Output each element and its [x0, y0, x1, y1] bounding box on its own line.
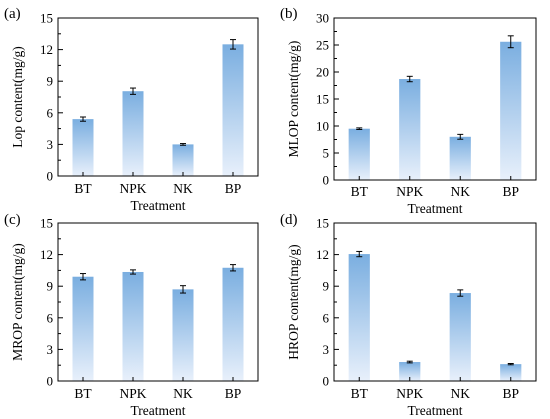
bar-bp — [500, 41, 522, 181]
x-axis-title: Treatment — [408, 403, 463, 418]
y-tick-label: 15 — [316, 92, 329, 107]
x-tick-label: BP — [225, 386, 242, 401]
y-tick-label: 0 — [323, 374, 330, 389]
bar-bt — [348, 128, 370, 180]
x-tick-label: BT — [74, 181, 92, 196]
x-tick-label: BT — [351, 184, 369, 199]
x-tick-label: NK — [451, 184, 471, 199]
x-tick-label: BP — [502, 386, 519, 401]
bar-npk — [122, 271, 144, 381]
bar-bp — [500, 364, 522, 381]
y-tick-label: 5 — [323, 146, 330, 161]
x-tick-label: BT — [351, 386, 369, 401]
x-tick-label: BT — [74, 386, 92, 401]
y-tick-label: 15 — [40, 216, 53, 231]
bar-nk — [172, 144, 194, 176]
bar-bt — [72, 119, 94, 176]
bar-bp — [222, 267, 244, 381]
y-axis-title: MROP content(mg/g) — [10, 243, 25, 361]
bar-nk — [172, 289, 194, 381]
y-tick-label: 12 — [316, 247, 329, 262]
error-bar-nk — [457, 289, 464, 297]
y-axis-title: MLOP content(mg/g) — [286, 41, 301, 158]
bar-nk — [449, 293, 471, 381]
error-bar-bp — [230, 264, 236, 272]
bar-npk — [399, 362, 421, 381]
panel-1: BT NPK NK BP 0 3 6 9 12 15 Lop content(mg/g) Treatm… — [4, 6, 259, 213]
x-axis-title: Treatment — [408, 201, 463, 216]
y-tick-label: 9 — [47, 74, 54, 89]
y-axis-title: Lop content(mg/g) — [10, 46, 25, 148]
y-tick-label: 6 — [323, 310, 330, 325]
error-bar-npk — [406, 75, 413, 83]
y-tick-label: 12 — [40, 247, 53, 262]
y-tick-label: 15 — [40, 11, 53, 26]
x-tick-label: BP — [225, 181, 242, 196]
panel-label: (d) — [280, 212, 298, 228]
x-tick-label: NK — [451, 386, 471, 401]
x-tick-label: NPK — [119, 386, 146, 401]
x-axis-title: Treatment — [131, 198, 186, 213]
y-tick-label: 3 — [47, 342, 54, 357]
y-tick-label: 3 — [47, 137, 54, 152]
y-tick-label: 0 — [47, 169, 54, 184]
panel-2: BT NPK NK BP 0 5 10 15 20 25 30 MLOP content(mg/g) T… — [280, 6, 537, 216]
x-tick-label: NK — [173, 181, 193, 196]
bar-bp — [222, 44, 244, 177]
error-bar-bp — [507, 363, 514, 366]
error-bar-npk — [130, 269, 136, 275]
error-bar-bt — [80, 273, 86, 281]
error-bar-npk — [130, 87, 136, 95]
x-tick-label: NPK — [396, 386, 423, 401]
panel-3: BT NPK NK BP 0 3 6 9 12 15 MROP content(mg/g) Treat… — [4, 212, 259, 418]
y-tick-label: 3 — [323, 342, 330, 357]
bar-nk — [449, 136, 471, 180]
y-tick-label: 15 — [316, 216, 329, 231]
y-tick-label: 10 — [316, 119, 329, 134]
panel-4: BT NPK NK BP 0 3 6 9 12 15 HROP content(mg/g) Treat… — [280, 212, 537, 418]
x-tick-label: BP — [502, 184, 519, 199]
bar-npk — [122, 91, 144, 176]
x-tick-label: NPK — [396, 184, 423, 199]
error-bar-npk — [406, 360, 413, 364]
panel-label: (a) — [4, 6, 21, 22]
error-bar-bt — [80, 116, 86, 122]
bar-bt — [348, 254, 370, 381]
y-tick-label: 9 — [323, 279, 330, 294]
y-axis-title: HROP content(mg/g) — [286, 244, 301, 359]
error-bar-nk — [180, 143, 186, 146]
error-bar-bp — [230, 39, 236, 50]
y-tick-label: 20 — [316, 65, 329, 80]
error-bar-bt — [356, 127, 363, 131]
y-tick-label: 25 — [316, 38, 329, 53]
y-tick-label: 6 — [47, 105, 54, 120]
y-tick-label: 9 — [47, 279, 54, 294]
error-bar-bt — [356, 250, 363, 258]
y-tick-label: 30 — [316, 11, 329, 26]
panel-label: (c) — [4, 212, 21, 228]
error-bar-nk — [457, 133, 464, 140]
error-bar-nk — [180, 285, 186, 294]
y-tick-label: 6 — [47, 310, 54, 325]
panel-label: (b) — [280, 6, 298, 22]
error-bar-bp — [507, 35, 514, 49]
bar-bt — [72, 276, 94, 381]
bar-npk — [399, 79, 421, 180]
x-tick-label: NPK — [119, 181, 146, 196]
x-axis-title: Treatment — [131, 403, 186, 418]
y-tick-label: 0 — [47, 374, 54, 389]
x-tick-label: NK — [173, 386, 193, 401]
y-tick-label: 12 — [40, 42, 53, 57]
y-tick-label: 0 — [323, 173, 330, 188]
